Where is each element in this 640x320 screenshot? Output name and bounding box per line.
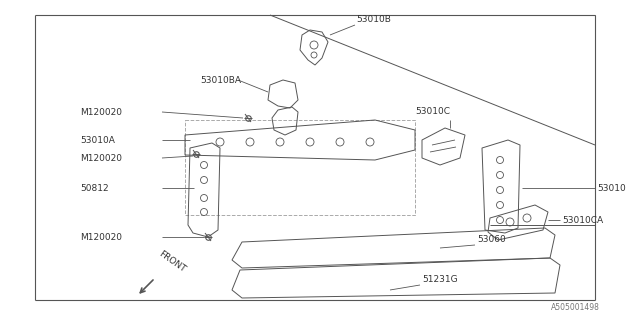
Text: M120020: M120020 (80, 154, 122, 163)
Text: M120020: M120020 (80, 108, 122, 116)
Text: 53010CA: 53010CA (562, 215, 603, 225)
Text: 50812: 50812 (80, 183, 109, 193)
Text: 53060: 53060 (477, 235, 506, 244)
Text: M120020: M120020 (80, 233, 122, 242)
Text: A505001498: A505001498 (551, 303, 600, 312)
Text: 53010: 53010 (597, 183, 626, 193)
Text: FRONT: FRONT (157, 249, 187, 274)
Text: 53010B: 53010B (356, 15, 391, 24)
Text: 53010BA: 53010BA (200, 76, 241, 84)
Text: 51231G: 51231G (422, 275, 458, 284)
Text: 53010A: 53010A (80, 135, 115, 145)
Text: 53010C: 53010C (415, 107, 450, 116)
